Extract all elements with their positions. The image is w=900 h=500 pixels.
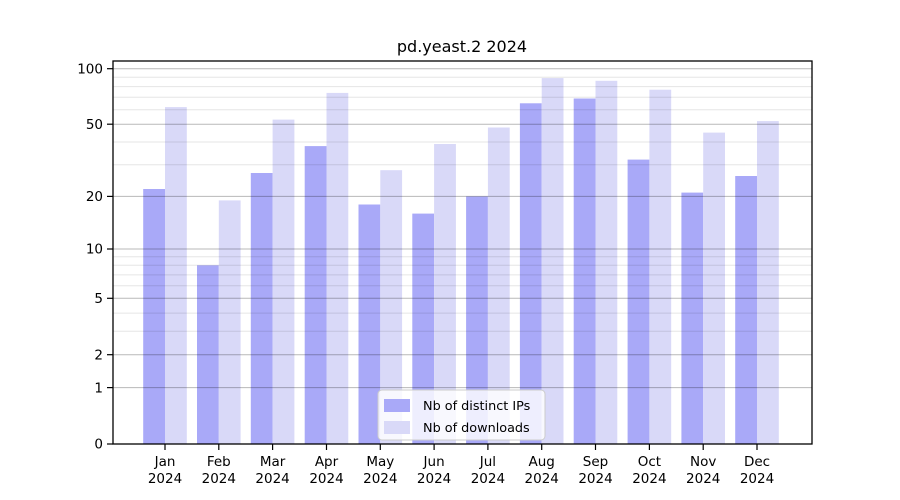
bar-ips-may [358, 204, 381, 444]
bar-ips-jul [466, 196, 488, 444]
bar-downloads-may [380, 170, 403, 444]
y-tick-label: 100 [77, 61, 103, 77]
x-tick-label-month: Oct [638, 454, 661, 470]
x-tick-label-year: 2024 [309, 471, 343, 487]
x-tick-label-year: 2024 [578, 471, 612, 487]
bar-downloads-jun [434, 144, 456, 444]
grid-layer [113, 68, 812, 389]
bar-ips-sep [573, 98, 596, 444]
bar-downloads-feb [218, 200, 241, 444]
bar-ips-nov [681, 192, 704, 444]
bar-downloads-aug [541, 78, 564, 444]
legend: Nb of distinct IPs Nb of downloads [377, 389, 546, 441]
y-tick-label: 2 [94, 347, 103, 363]
bar-downloads-apr [326, 92, 349, 445]
x-tick-label-year: 2024 [686, 471, 720, 487]
x-tick-label-month: May [366, 454, 394, 470]
x-tick-label-month: Nov [690, 454, 716, 470]
bar-ips-jan [143, 189, 165, 444]
y-tick-label: 20 [86, 189, 103, 205]
bars-layer [143, 78, 779, 445]
bar-ips-apr [304, 146, 327, 444]
y-tick-label: 1 [94, 380, 103, 396]
bar-ips-feb [197, 265, 219, 444]
y-tick-label: 5 [94, 291, 103, 307]
x-tick-label-year: 2024 [363, 471, 397, 487]
x-tick-label-month: Jun [423, 454, 445, 470]
bar-downloads-jul [487, 127, 510, 444]
x-tick-label-year: 2024 [471, 471, 505, 487]
x-tick-label-month: Mar [260, 454, 286, 470]
x-tick-label-month: Jul [479, 454, 496, 470]
bar-downloads-jan [165, 107, 187, 444]
bar-downloads-mar [272, 119, 295, 444]
x-tick-label-year: 2024 [148, 471, 182, 487]
bar-ips-oct [627, 159, 650, 444]
plot-border [112, 60, 813, 445]
bar-ips-aug [519, 103, 542, 445]
y-tick-label: 50 [86, 117, 103, 133]
bar-ips-jun [412, 213, 435, 444]
legend-label-distinct-ips: Nb of distinct IPs [423, 399, 531, 414]
x-tick-label-year: 2024 [202, 471, 236, 487]
chart-title: pd.yeast.2 2024 [397, 37, 527, 56]
x-tick-label-month: Dec [744, 454, 770, 470]
legend-swatch-distinct-ips [384, 399, 410, 412]
axes-layer: 0125102050100Jan2024Feb2024Mar2024Apr202… [77, 60, 813, 487]
bar-downloads-dec [757, 121, 779, 444]
x-tick-label-year: 2024 [417, 471, 451, 487]
bar-downloads-sep [595, 80, 618, 445]
x-tick-label-month: Feb [207, 454, 231, 470]
legend-box [377, 389, 546, 441]
bar-ips-mar [250, 173, 273, 444]
bar-downloads-oct [649, 89, 672, 444]
x-tick-label-year: 2024 [632, 471, 666, 487]
y-tick-label: 0 [94, 437, 103, 453]
x-tick-label-year: 2024 [525, 471, 559, 487]
y-tick-label: 10 [86, 242, 103, 258]
bar-ips-dec [735, 176, 757, 444]
legend-label-downloads: Nb of downloads [423, 421, 530, 436]
x-tick-label-month: Sep [583, 454, 608, 470]
x-tick-label-month: Jan [154, 454, 176, 470]
x-tick-label-year: 2024 [255, 471, 289, 487]
legend-swatch-downloads [384, 421, 410, 434]
x-tick-label-month: Apr [315, 454, 339, 470]
x-tick-label-month: Aug [529, 454, 555, 470]
bar-downloads-nov [703, 132, 725, 444]
x-tick-label-year: 2024 [740, 471, 774, 487]
